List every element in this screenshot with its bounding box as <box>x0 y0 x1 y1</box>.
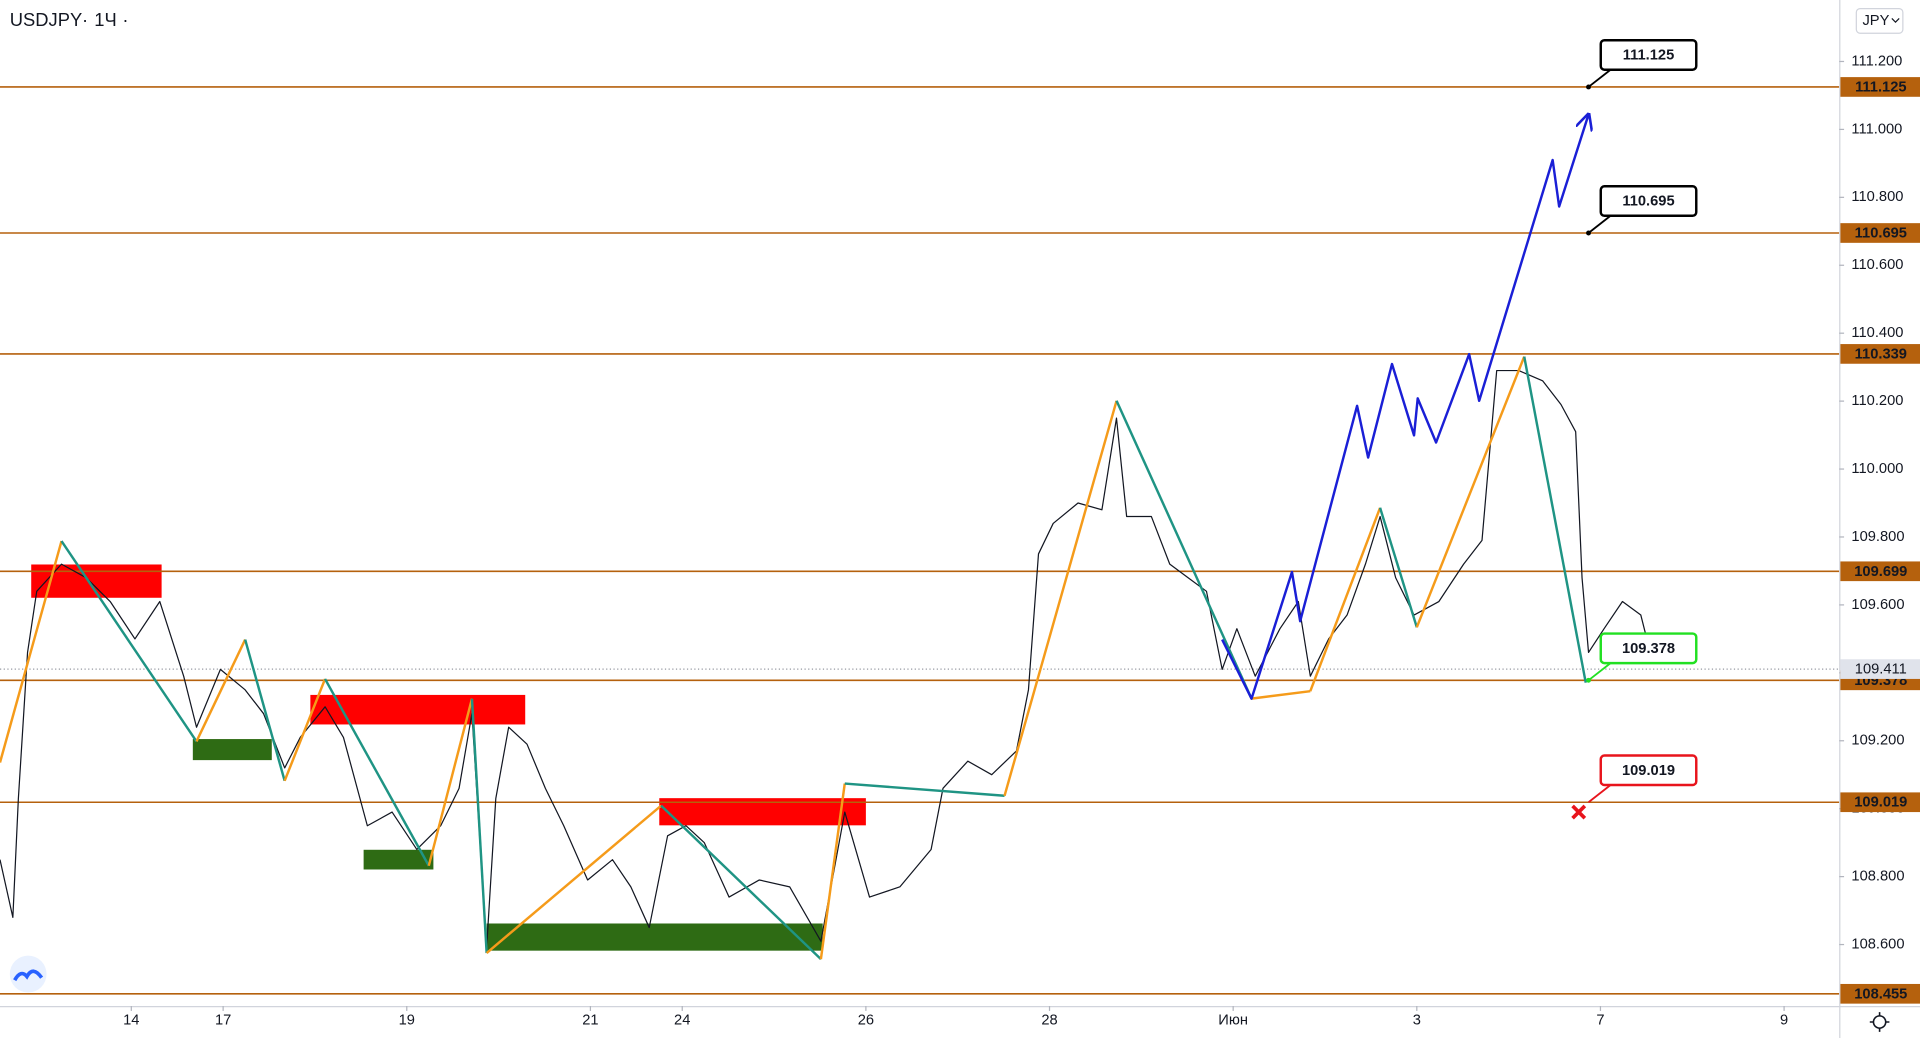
callout-pointer <box>1587 69 1612 88</box>
interval: 1Ч <box>94 9 116 30</box>
level-label: 110.339 <box>1855 346 1907 362</box>
callout-pointer <box>1587 215 1612 234</box>
axes: 108.600108.800109.000109.200109.400109.6… <box>123 53 1920 1029</box>
x-tick-label: 3 <box>1413 1013 1421 1029</box>
zigzag-segment <box>819 783 846 960</box>
level-label: 109.699 <box>1854 564 1907 580</box>
zigzag-segment <box>1003 400 1118 797</box>
y-tick-label: 110.800 <box>1851 189 1903 205</box>
x-tick-label: 17 <box>215 1013 231 1029</box>
zigzag-segment <box>1378 507 1418 628</box>
level-label-box <box>1840 223 1920 243</box>
cross-marker <box>1571 804 1587 820</box>
y-tick-label: 109.800 <box>1851 529 1904 545</box>
last-price-box <box>1840 659 1920 679</box>
forecast-path <box>1221 114 1588 700</box>
callout-box <box>1599 185 1698 218</box>
zigzag-segment <box>485 804 662 954</box>
y-tick-label: 108.800 <box>1851 868 1904 884</box>
zone <box>192 739 272 761</box>
level-label-box <box>1840 983 1920 1004</box>
symbol: USDJPY <box>10 9 82 30</box>
zone <box>363 849 434 870</box>
separator: · <box>82 9 88 30</box>
callout-box <box>1599 754 1698 787</box>
zigzag-segment <box>844 782 1005 798</box>
x-tick-label: 28 <box>1041 1013 1057 1029</box>
zigzag-segment <box>1115 400 1253 700</box>
plot-area: 111.125 110.695 109.378 109.019 <box>0 38 1840 995</box>
settings-teeth <box>1869 1012 1890 1032</box>
y-tick-label: 110.400 <box>1851 325 1903 341</box>
x-tick-label: 24 <box>674 1013 690 1029</box>
currency[interactable]: JPY <box>1862 13 1889 29</box>
y-tick-label: 111.200 <box>1851 53 1902 69</box>
x-tick-label: 14 <box>123 1013 139 1029</box>
y-tick-label: 109.600 <box>1851 597 1904 613</box>
y-tick-label: 110.200 <box>1851 393 1903 409</box>
zigzag-segment <box>283 678 327 782</box>
x-tick-label: 26 <box>858 1013 874 1029</box>
zigzag-segment <box>0 540 63 763</box>
callout-dot <box>1586 230 1591 236</box>
callout-label: 111.125 <box>1623 47 1674 63</box>
currency-button[interactable]: JPY <box>1855 7 1904 34</box>
zigzag-segment <box>1415 356 1526 628</box>
zigzag-segment <box>427 698 474 867</box>
level-label-box <box>1840 77 1920 97</box>
zigzag-segment <box>243 639 286 782</box>
settings[interactable] <box>1869 1012 1890 1032</box>
currency-box[interactable] <box>1855 7 1904 34</box>
callout-pointer <box>1587 784 1612 803</box>
level-label-box <box>1840 561 1920 582</box>
level-label-box <box>1840 792 1920 813</box>
callout-label: 109.019 <box>1622 763 1675 779</box>
y-tick-label: 110.600 <box>1851 257 1903 273</box>
level-label: 111.125 <box>1855 79 1906 95</box>
zigzag-segment <box>60 540 198 743</box>
callout-label: 110.695 <box>1622 194 1674 210</box>
y-tick-label: 111.000 <box>1851 121 1902 137</box>
x-tick-label: 21 <box>582 1013 598 1029</box>
chevron <box>1891 18 1900 24</box>
zigzag-segment <box>1309 507 1382 692</box>
callout-box <box>1599 38 1698 71</box>
y-tick-label: 109.200 <box>1851 733 1904 749</box>
x-tick-label: 19 <box>399 1013 415 1029</box>
last-price-label: 109.411 <box>1855 662 1907 678</box>
x-tick-label: 7 <box>1596 1013 1604 1029</box>
callout-dot <box>1586 84 1591 90</box>
callout-pointer <box>1587 662 1612 682</box>
zigzag-segment <box>660 804 822 961</box>
x-tick-label: 9 <box>1780 1013 1788 1029</box>
level-label: 110.695 <box>1855 225 1907 241</box>
callout-box <box>1599 632 1698 665</box>
header: USDJPY · 1Ч · <box>10 9 129 30</box>
separator: · <box>122 9 128 30</box>
zigzag-segment <box>1523 356 1587 683</box>
zone <box>486 923 823 951</box>
y-tick-label: 108.600 <box>1851 936 1904 952</box>
logo-mark <box>13 969 44 982</box>
zigzag-segment <box>195 639 247 742</box>
zigzag-segment <box>470 698 488 954</box>
callout-dot <box>1586 677 1591 683</box>
level-label-box <box>1840 344 1920 364</box>
y-tick-label: 110.000 <box>1851 461 1903 477</box>
logo[interactable] <box>9 955 47 993</box>
callout-label: 109.378 <box>1622 641 1675 657</box>
zigzag-segment <box>1251 689 1311 700</box>
level-label: 108.455 <box>1854 986 1907 1002</box>
zone <box>310 694 526 725</box>
zigzag-segment <box>323 678 430 867</box>
level-label: 109.019 <box>1854 795 1907 811</box>
x-tick-label: Июн <box>1218 1013 1248 1029</box>
